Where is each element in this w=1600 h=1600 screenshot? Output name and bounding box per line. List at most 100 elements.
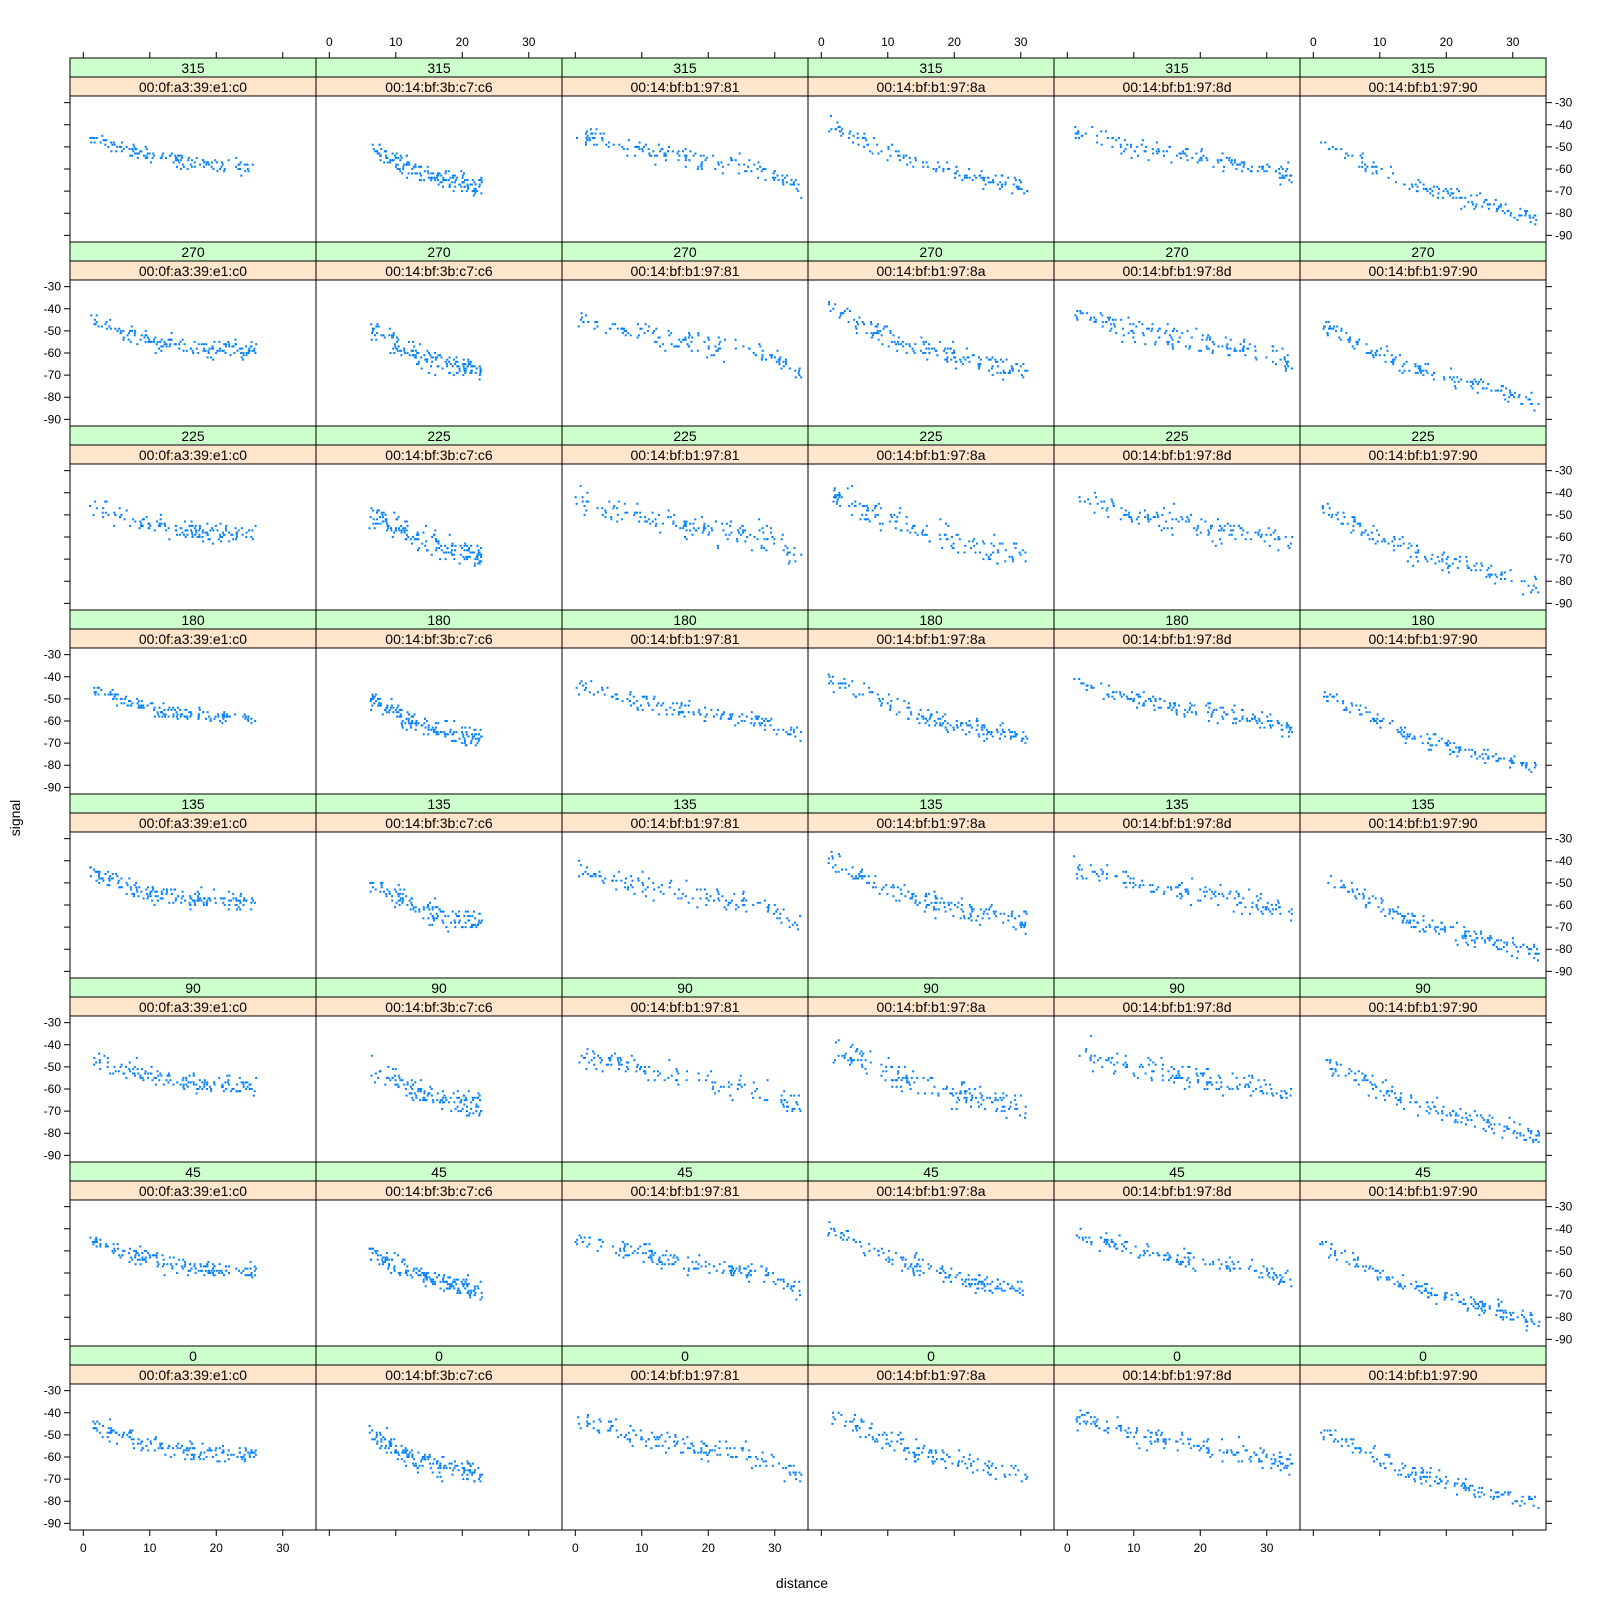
data-point <box>158 706 161 709</box>
data-point <box>619 1059 622 1062</box>
data-point <box>719 340 722 343</box>
data-point <box>473 190 476 193</box>
data-point <box>1022 363 1025 366</box>
data-point <box>599 875 602 878</box>
data-point <box>142 518 145 521</box>
data-point <box>1340 886 1343 889</box>
data-point <box>1008 371 1011 374</box>
data-point <box>1281 168 1284 170</box>
data-point <box>400 156 403 159</box>
data-point <box>159 340 162 343</box>
data-point <box>580 680 583 683</box>
data-point <box>710 1070 712 1073</box>
data-point <box>1353 518 1356 521</box>
data-point <box>429 1085 432 1088</box>
data-point <box>401 724 403 727</box>
data-point <box>920 349 923 352</box>
data-point <box>987 555 990 558</box>
data-point <box>450 921 453 924</box>
data-point <box>994 174 997 177</box>
data-point <box>773 356 776 359</box>
data-point <box>110 150 113 153</box>
data-point <box>1473 378 1476 381</box>
data-point <box>1397 544 1400 547</box>
data-point <box>376 323 379 326</box>
data-point <box>420 179 422 182</box>
data-point <box>1109 316 1111 319</box>
data-point <box>467 735 470 738</box>
data-point <box>373 702 376 705</box>
data-point <box>899 159 901 162</box>
data-point <box>99 1068 102 1071</box>
data-point <box>1513 216 1516 219</box>
data-point <box>1273 538 1276 541</box>
data-point <box>452 176 454 179</box>
data-point <box>897 336 900 339</box>
data-point <box>1186 516 1189 519</box>
data-point <box>1023 192 1026 195</box>
data-point <box>423 908 425 911</box>
data-point <box>734 347 737 350</box>
data-point <box>399 892 402 895</box>
data-point <box>1144 343 1147 346</box>
data-point <box>906 163 909 166</box>
data-point <box>108 884 111 887</box>
data-point <box>410 726 413 729</box>
data-point <box>672 522 675 525</box>
data-point <box>410 901 413 904</box>
data-point <box>201 1088 204 1090</box>
data-point <box>97 686 100 689</box>
data-point <box>1398 369 1401 372</box>
data-point <box>1333 325 1336 328</box>
data-point <box>939 722 942 725</box>
data-point <box>935 901 938 904</box>
data-point <box>959 724 962 727</box>
data-point <box>239 1090 242 1093</box>
data-point <box>227 340 230 343</box>
data-point <box>1376 717 1379 720</box>
data-point <box>659 1072 662 1075</box>
data-point <box>1111 137 1114 139</box>
data-point <box>1495 759 1498 762</box>
data-point <box>1219 884 1222 887</box>
data-point <box>377 704 380 707</box>
data-point <box>921 533 924 536</box>
data-point <box>1204 895 1207 898</box>
data-point <box>407 340 410 343</box>
data-point <box>181 713 184 716</box>
data-point <box>104 693 107 696</box>
data-point <box>1199 156 1202 159</box>
data-point <box>154 890 157 893</box>
data-point <box>1021 549 1024 552</box>
data-point <box>417 722 420 725</box>
data-point <box>986 731 989 734</box>
data-point <box>1223 529 1225 532</box>
data-point <box>986 733 989 736</box>
data-point <box>864 137 867 139</box>
data-point <box>1441 560 1444 563</box>
data-point <box>669 706 672 709</box>
data-point <box>854 325 857 328</box>
data-point <box>685 538 688 541</box>
data-point <box>852 141 854 144</box>
data-point <box>131 329 134 332</box>
data-point <box>704 527 707 530</box>
data-point <box>465 1099 468 1102</box>
data-point <box>1211 540 1214 543</box>
data-point <box>478 183 481 186</box>
data-point <box>119 332 122 335</box>
data-point <box>1329 875 1332 878</box>
data-point <box>222 1090 225 1093</box>
data-point <box>794 921 796 924</box>
data-point <box>1473 939 1476 942</box>
data-point <box>597 1054 600 1057</box>
data-point <box>1447 739 1450 742</box>
data-point <box>865 332 868 335</box>
data-point <box>599 1057 602 1059</box>
data-point <box>831 866 834 869</box>
data-point <box>643 332 646 335</box>
data-point <box>1411 912 1414 915</box>
data-point <box>887 145 890 148</box>
data-point <box>1393 536 1396 538</box>
